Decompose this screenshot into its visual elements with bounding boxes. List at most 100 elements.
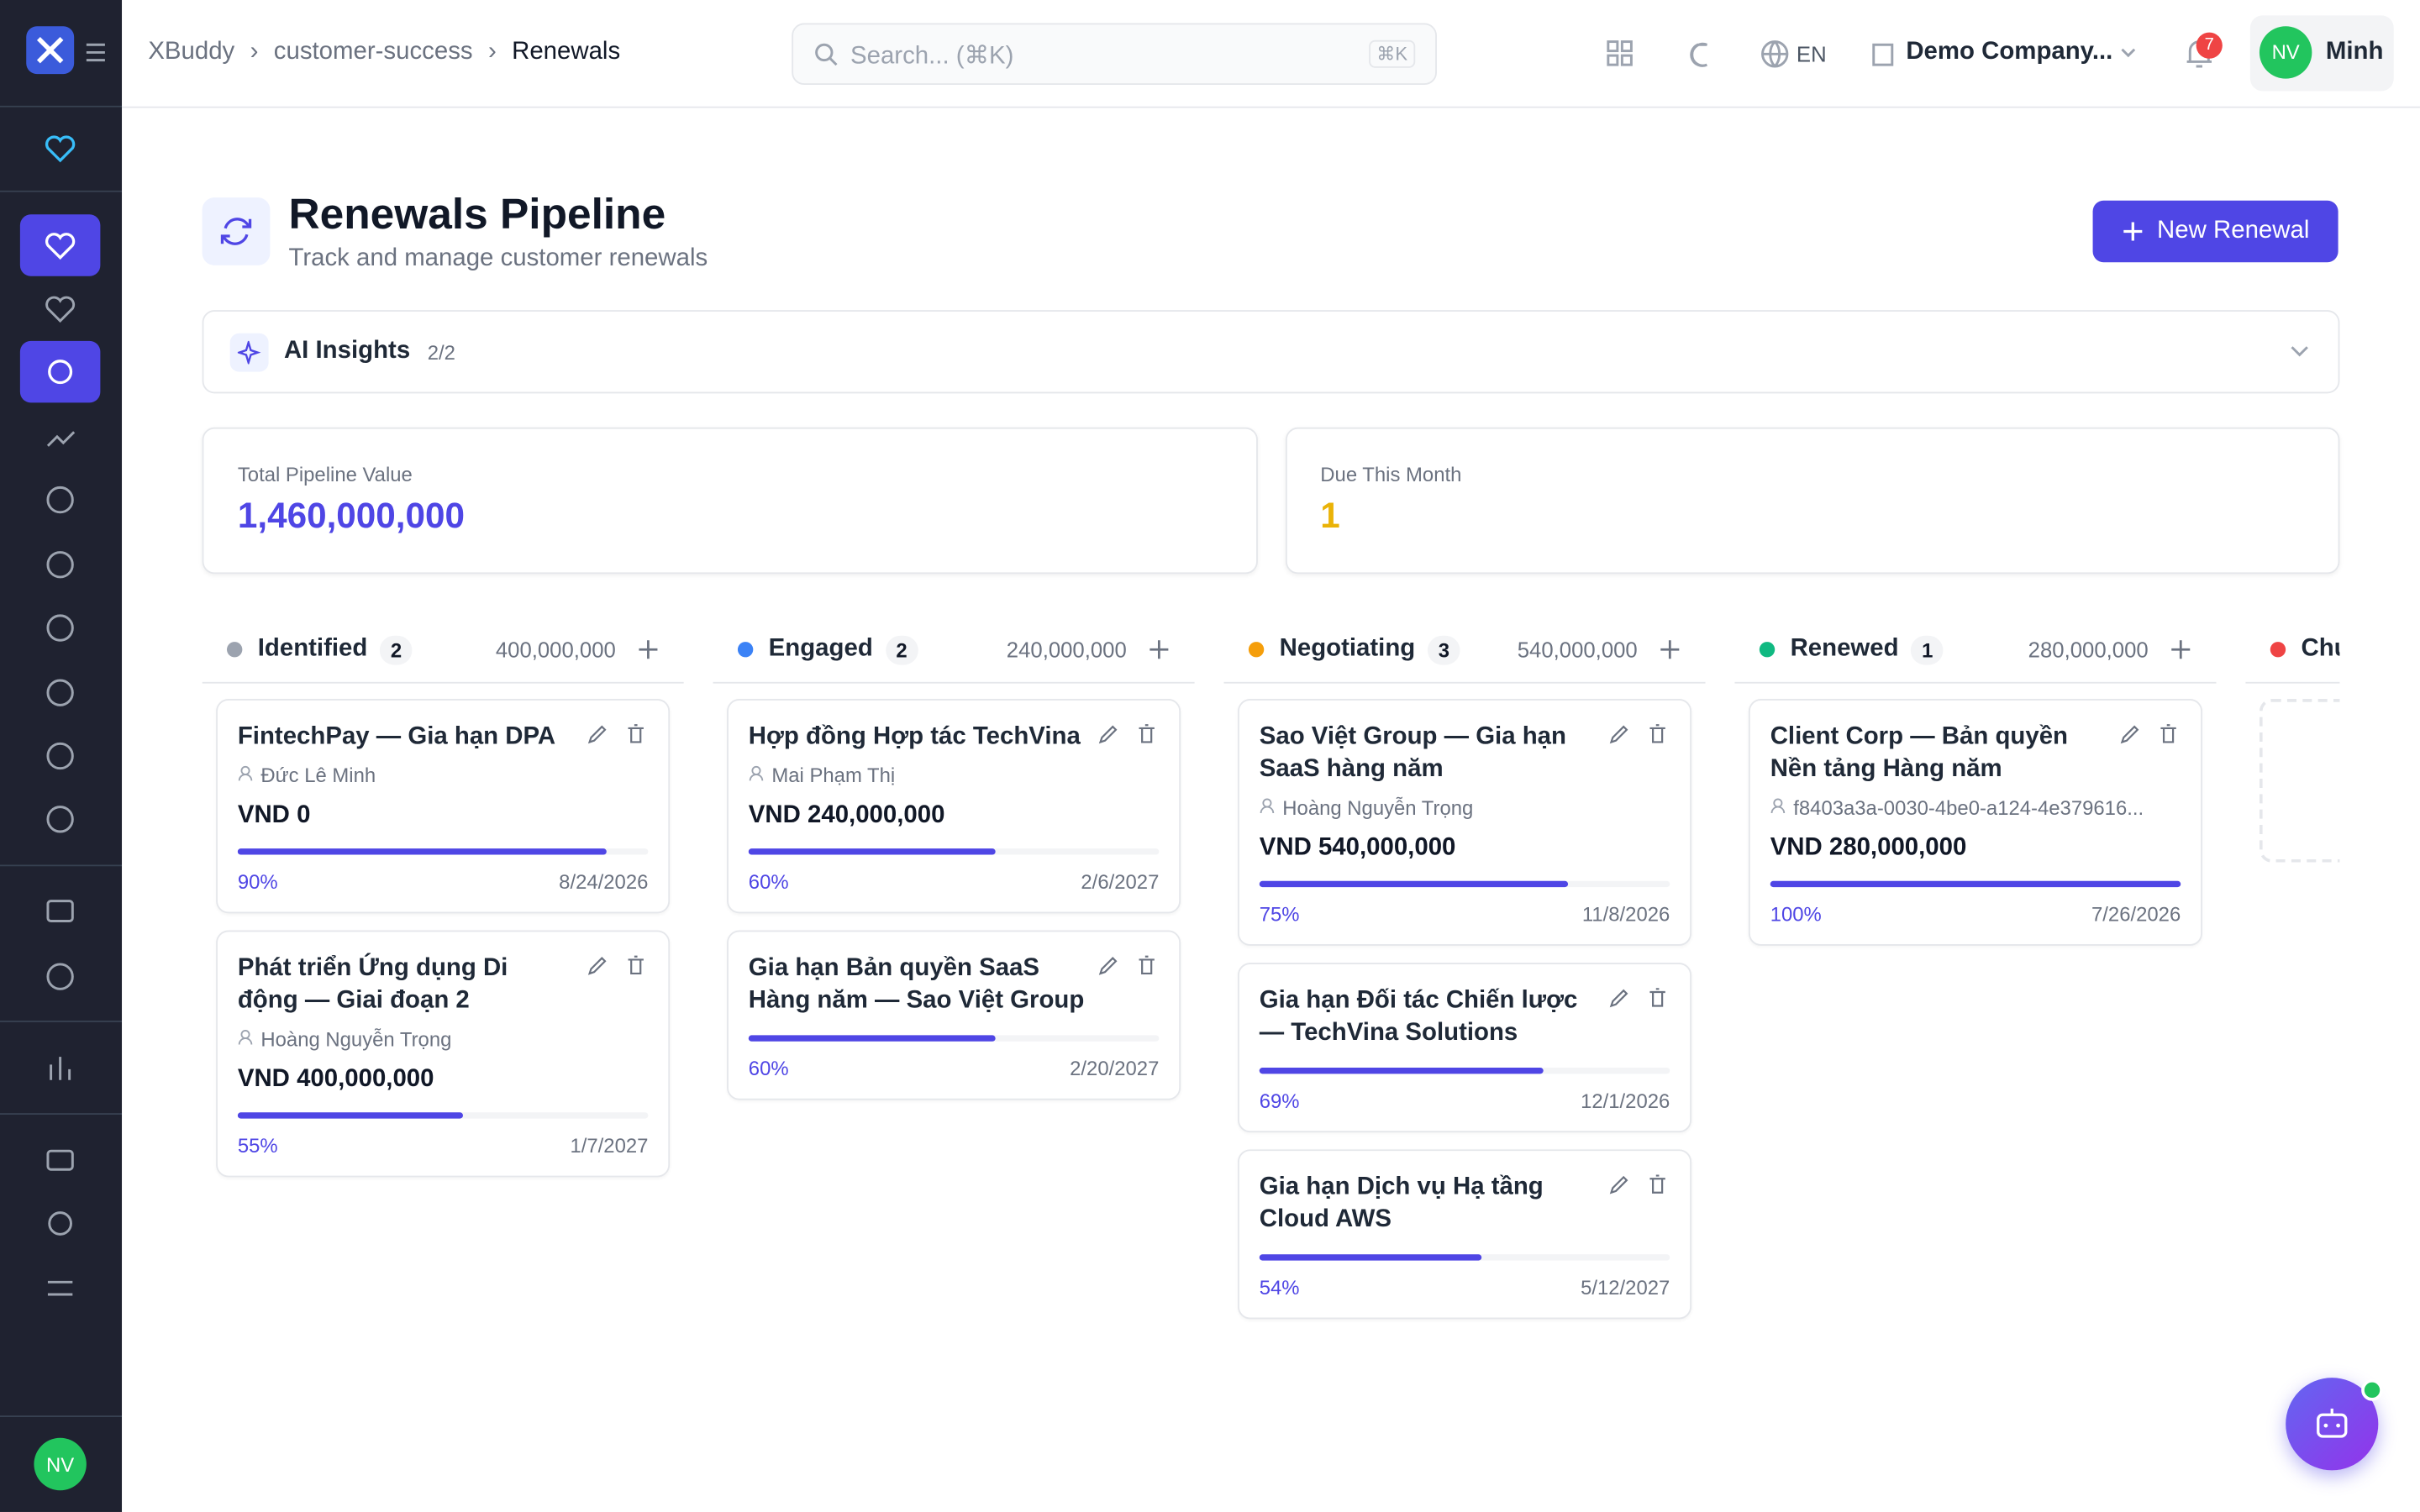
card-owner: Đức Lê Minh: [260, 764, 376, 787]
due-date: 12/1/2026: [1581, 1089, 1670, 1113]
card-top: Gia hạn Đối tác Chiến lược — TechVina So…: [1260, 984, 1670, 1049]
progress-bar: [748, 1035, 995, 1042]
renewal-card[interactable]: Gia hạn Đối tác Chiến lược — TechVina So…: [1238, 963, 1692, 1133]
card-amount: VND 0: [237, 802, 311, 829]
company-selector[interactable]: Demo Company...: [1906, 38, 2113, 66]
card-list: Hợp đồng Hợp tác TechVina Mai Phạm Thị VND…: [713, 684, 1195, 1116]
page-subtitle: Track and manage customer renewals: [288, 245, 708, 272]
renewal-card[interactable]: Phát triển Ứng dụng Di động — Giai đoạn …: [216, 930, 671, 1178]
due-date: 2/6/2027: [1081, 869, 1160, 894]
card-footer: 75% 11/8/2026: [1260, 902, 1670, 926]
page-icon: [202, 197, 271, 265]
column-header: Engaged 2 240,000,000: [713, 617, 1195, 684]
progress-track: [1770, 880, 2181, 888]
column-header: Negotiating 3 540,000,000: [1223, 617, 1706, 684]
column-header: Churned: [2245, 617, 2340, 684]
card-list: Client Corp — Bản quyền Nền tảng Hàng nă…: [1734, 684, 2216, 962]
status-dot: [1248, 642, 1265, 658]
breadcrumb[interactable]: XBuddy: [148, 38, 235, 66]
renewal-card[interactable]: Hợp đồng Hợp tác TechVina Mai Phạm Thị VND…: [727, 699, 1181, 914]
due-date: 5/12/2027: [1581, 1275, 1670, 1299]
sidebar-avatar: NV: [46, 1454, 74, 1477]
new-renewal-button[interactable]: New Renewal: [2092, 200, 2338, 263]
card-actions[interactable]: [587, 723, 648, 753]
card-top: Sao Việt Group — Gia hạn SaaS hàng năm: [1260, 721, 1670, 785]
user-menu[interactable]: NV Minh: [2249, 15, 2394, 92]
stat-card: Total Pipeline Value 1,460,000,000: [202, 427, 1257, 575]
progress-track: [748, 1035, 1160, 1042]
progress-track: [237, 848, 649, 855]
card-actions[interactable]: [1608, 987, 1670, 1048]
header-icons[interactable]: [1607, 40, 1715, 68]
progress-label: 100%: [1770, 902, 1822, 927]
card-owner-row: Mai Phạm Thị: [749, 764, 1160, 787]
add-card[interactable]: [638, 638, 660, 660]
card-footer: 60% 2/6/2027: [749, 870, 1160, 894]
page-title: Renewals Pipeline: [288, 189, 666, 238]
ai-insights[interactable]: AI Insights 2/2: [202, 310, 2340, 394]
add-card[interactable]: [1659, 638, 1681, 660]
column-name: Negotiating: [1279, 635, 1416, 662]
card-owner-row: Hoàng Nguyễn Trọng: [1260, 796, 1670, 819]
search-box[interactable]: Search... (⌘K) ⌘K: [792, 23, 1437, 86]
renewal-card[interactable]: Client Corp — Bản quyền Nền tảng Hàng nă…: [1748, 699, 2202, 946]
status-dot: [2270, 642, 2286, 658]
progress-label: 90%: [237, 869, 278, 894]
card-list: Sao Việt Group — Gia hạn SaaS hàng năm Ho…: [1224, 684, 1706, 1335]
renewal-card[interactable]: Gia hạn Bản quyền SaaS Hàng năm — Sao Vi…: [727, 930, 1181, 1100]
card-top: FintechPay — Gia hạn DPA: [238, 721, 649, 753]
due-date: 1/7/2027: [570, 1133, 649, 1158]
stats: Total Pipeline Value 1,460,000,000 Due Thi…: [202, 427, 2340, 575]
breadcrumbs: XBuddy › customer-success › Renewals: [148, 38, 621, 66]
user-name: Minh: [2325, 38, 2384, 66]
card-actions[interactable]: [1608, 723, 1670, 785]
kanban-board: Identified 2 400,000,000 FintechPay — Gia h…: [202, 617, 2340, 1512]
card-actions[interactable]: [2119, 723, 2181, 785]
stat-card: Due This Month 1: [1285, 427, 2340, 575]
column-name: Identified: [257, 635, 368, 662]
add-card[interactable]: [2170, 638, 2191, 660]
card-amount: VND 240,000,000: [748, 802, 945, 829]
insights-label: AI Insights: [283, 338, 411, 365]
card-top: Gia hạn Bản quyền SaaS Hàng năm — Sao Vi…: [749, 952, 1160, 1016]
card-actions[interactable]: [1097, 723, 1159, 753]
card-footer: 90% 8/24/2026: [238, 870, 649, 894]
card-title: Gia hạn Dịch vụ Hạ tầng Cloud AWS: [1259, 1173, 1544, 1233]
breadcrumb[interactable]: customer-success: [273, 38, 473, 66]
column: Identified 2 400,000,000 FintechPay — Gia h…: [202, 617, 684, 1512]
due-date: 2/20/2027: [1070, 1057, 1160, 1080]
progress-bar: [1259, 1254, 1481, 1261]
assistant-button[interactable]: [2286, 1378, 2383, 1471]
card-owner: f8403a3a-0030-4be0-a124-4e379616...: [1793, 795, 2144, 820]
column-count: 2: [885, 634, 918, 664]
progress-bar: [1259, 880, 1568, 888]
stat-label: Due This Month: [1320, 463, 1462, 486]
language[interactable]: EN: [1796, 41, 1827, 66]
card-title: Client Corp — Bản quyền Nền tảng Hàng nă…: [1770, 723, 2069, 783]
card-owner-row: f8403a3a-0030-4be0-a124-4e379616...: [1770, 795, 2181, 820]
card-title: Hợp đồng Hợp tác TechVina: [748, 723, 1081, 750]
card-actions[interactable]: [1097, 955, 1159, 1016]
status-dot: [1759, 642, 1776, 658]
column: Engaged 2 240,000,000 Hợp đồng Hợp tác Tech…: [713, 617, 1195, 1512]
progress-label: 60%: [748, 1057, 789, 1080]
column-count: 3: [1427, 634, 1460, 664]
progress-track: [237, 1112, 649, 1119]
card-actions[interactable]: [587, 955, 648, 1016]
renewal-card[interactable]: FintechPay — Gia hạn DPA Đức Lê Minh VND 0…: [216, 699, 671, 914]
renewal-card[interactable]: Gia hạn Dịch vụ Hạ tầng Cloud AWS 54% 5/12…: [1238, 1149, 1692, 1320]
add-card[interactable]: [1149, 638, 1171, 660]
renewal-card[interactable]: Sao Việt Group — Gia hạn SaaS hàng năm Ho…: [1238, 699, 1692, 946]
card-footer: 100% 7/26/2026: [1770, 902, 2181, 926]
column: Churned: [2245, 617, 2340, 1512]
card-owner-row: Đức Lê Minh: [238, 764, 649, 787]
due-date: 11/8/2026: [1581, 902, 1670, 927]
progress-track: [1259, 880, 1670, 888]
notification-count[interactable]: 7: [2196, 32, 2223, 59]
card-actions[interactable]: [1608, 1174, 1670, 1236]
card-footer: 60% 2/20/2027: [749, 1057, 1160, 1080]
card-title: Gia hạn Bản quyền SaaS Hàng năm — Sao Vi…: [748, 954, 1085, 1014]
due-date: 8/24/2026: [559, 869, 649, 894]
status-dot: [737, 642, 754, 658]
